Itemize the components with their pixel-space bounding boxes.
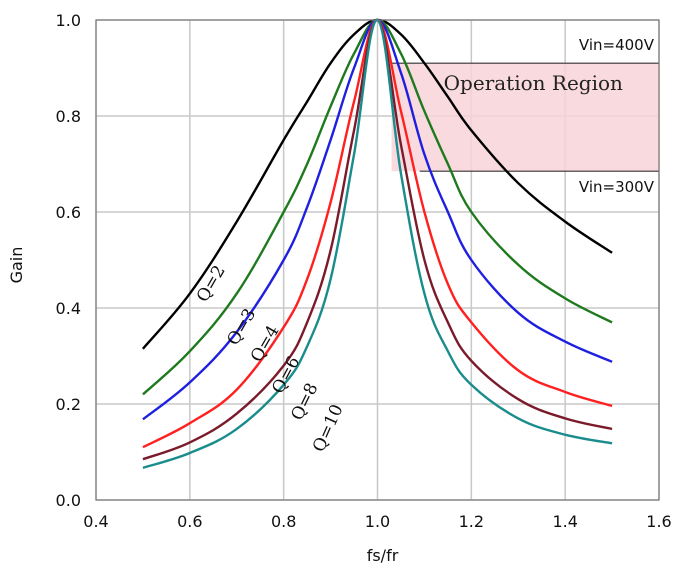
x-tick-label: 1.4 (552, 512, 577, 531)
operation-region-label: Operation Region (444, 71, 623, 95)
q-labels: Q=2Q=3Q=4Q=6Q=8Q=10 (193, 262, 348, 455)
y-tick-label: 1.0 (56, 11, 81, 30)
x-tick-label: 0.8 (271, 512, 296, 531)
x-tick-label: 0.4 (83, 512, 108, 531)
x-tick-labels: 0.4 0.6 0.8 1.0 1.2 1.4 1.6 (83, 512, 671, 531)
q-label: Q=8 (287, 380, 322, 424)
x-tick-label: 0.6 (177, 512, 202, 531)
x-tick-label: 1.2 (459, 512, 484, 531)
y-tick-label: 0.0 (56, 491, 81, 510)
y-tick-label: 0.8 (56, 107, 81, 126)
operation-region-bounds (391, 62, 659, 172)
q-label: Q=10 (309, 402, 348, 456)
q-label: Q=2 (193, 262, 230, 306)
y-tick-label: 0.4 (56, 299, 81, 318)
vin-400v-label: Vin=400V (579, 36, 655, 54)
x-tick-label: 1.0 (365, 512, 390, 531)
y-tick-label: 0.6 (56, 203, 81, 222)
y-tick-label: 0.2 (56, 395, 81, 414)
x-axis-label: fs/fr (367, 546, 399, 565)
y-tick-labels: 0.0 0.2 0.4 0.6 0.8 1.0 (56, 11, 81, 510)
plot-frame (95, 19, 660, 501)
vin-300v-label: Vin=300V (579, 178, 655, 196)
y-axis-label: Gain (7, 247, 26, 284)
x-tick-label: 1.6 (646, 512, 671, 531)
